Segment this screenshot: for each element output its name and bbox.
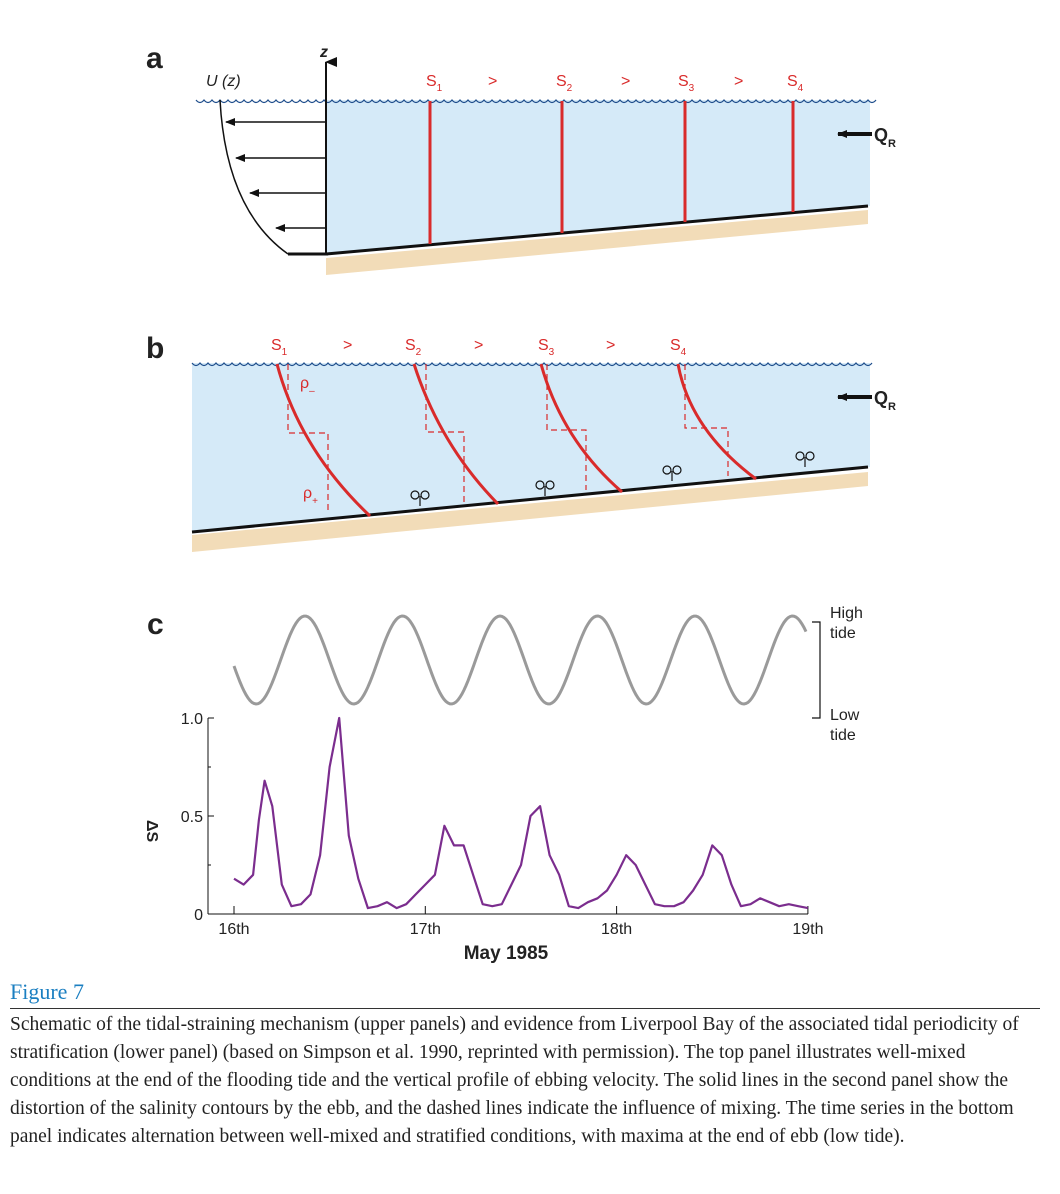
salinity-contour-s4 [676, 363, 757, 481]
salinity-contour-s1 [275, 363, 372, 518]
tide-curve [232, 614, 808, 706]
high-tide-label-1: High [830, 605, 863, 622]
mixing-dashed-s4 [684, 364, 729, 476]
y-axis-label: ΔS [143, 820, 160, 843]
z-axis-label: z [319, 44, 328, 61]
x-tick-label: 18th [601, 921, 632, 938]
salinity-label-b-s3: S3 [538, 337, 555, 358]
water-surface-a [195, 99, 877, 104]
panel-a-label: a [146, 42, 163, 75]
salinity-label-s3: S3 [678, 73, 695, 94]
x-tick-label: 19th [792, 921, 823, 938]
turbulence-icon [410, 451, 815, 506]
x-tick-label: 17th [410, 921, 441, 938]
greater-than-b-2: > [474, 337, 483, 354]
sediment-a [326, 210, 868, 275]
y-tick-label: 0 [194, 907, 203, 924]
y-tick-label: 1.0 [181, 711, 203, 728]
velocity-profile-curve [219, 99, 289, 255]
panel-a: a U (z) z S1 S2 S3 S4 > > > [146, 42, 896, 275]
high-tide-label-2: tide [830, 625, 856, 642]
x-ticks: 16th 17th 18th 19th [218, 906, 823, 938]
panel-b-label: b [146, 332, 164, 365]
salinity-label-b-s4: S4 [670, 337, 687, 358]
low-tide-label-2: tide [830, 727, 856, 744]
salinity-label-s4: S4 [787, 73, 804, 94]
mixing-dashed-s3 [546, 364, 587, 490]
river-discharge-label-a: QR [874, 125, 896, 150]
river-discharge-label-b: QR [874, 388, 896, 413]
greater-than-b-3: > [606, 337, 615, 354]
salinity-contour-s3 [539, 363, 623, 494]
low-tide-label-1: Low [830, 707, 860, 724]
mixing-dashed-s2 [425, 364, 465, 502]
greater-than-3: > [734, 73, 743, 90]
mixing-dashed-s1 [287, 364, 329, 514]
tidal-range-bracket [812, 621, 821, 719]
panel-c: c High tide Low tide 0 0.5 1.0 16th 17th 18t… [143, 605, 863, 964]
water-a [326, 100, 870, 254]
water-b [192, 363, 870, 532]
rho-plus-label: ρ+ [303, 485, 318, 507]
x-tick-label: 16th [218, 921, 249, 938]
salinity-label-s2: S2 [556, 73, 573, 94]
salinity-label-b-s2: S2 [405, 337, 422, 358]
sediment-b [192, 472, 868, 552]
y-tick-label: 0.5 [181, 809, 203, 826]
panel-b: b ρ– ρ+ S1 S2 S3 S4 > > > [146, 332, 896, 552]
greater-than-b-1: > [343, 337, 352, 354]
figure-caption: Schematic of the tidal-straining mechani… [10, 1014, 1019, 1147]
x-axis-label: May 1985 [464, 943, 549, 964]
figure-caption-block: Figure 7 Schematic of the tidal-strainin… [10, 978, 1040, 1151]
caption-rule [10, 1008, 1040, 1009]
greater-than-2: > [621, 73, 630, 90]
velocity-label: U (z) [206, 73, 241, 90]
panel-c-label: c [147, 608, 164, 641]
stratification-series-line [233, 716, 809, 910]
figure-graphic: a U (z) z S1 S2 S3 S4 > > > [143, 42, 896, 964]
salinity-label-s1: S1 [426, 73, 443, 94]
salinity-label-b-s1: S1 [271, 337, 288, 358]
rho-minus-label: ρ– [300, 375, 315, 397]
figure-title: Figure 7 [10, 979, 84, 1004]
seabed-line-a [325, 204, 869, 256]
salinity-contour-s2 [412, 363, 500, 506]
y-ticks: 0 0.5 1.0 [181, 711, 214, 924]
water-surface-b [191, 362, 873, 367]
greater-than-1: > [488, 73, 497, 90]
